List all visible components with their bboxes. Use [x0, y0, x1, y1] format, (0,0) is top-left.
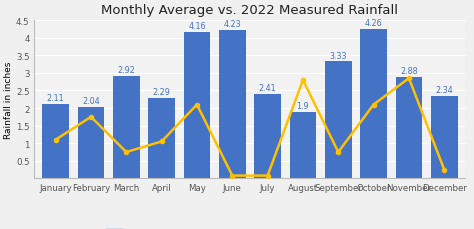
Bar [255, 94, 281, 179]
Bar [78, 107, 104, 179]
Text: 2.29: 2.29 [153, 88, 171, 97]
Title: Monthly Average vs. 2022 Measured Rainfall: Monthly Average vs. 2022 Measured Rainfa… [101, 4, 399, 17]
Bar [396, 78, 422, 179]
Text: 4.16: 4.16 [188, 22, 206, 31]
Text: 4.26: 4.26 [365, 19, 383, 28]
Text: 2.04: 2.04 [82, 96, 100, 105]
Text: 2.11: 2.11 [47, 94, 64, 103]
Bar [290, 112, 316, 179]
Bar [113, 76, 139, 179]
Legend: Monthly Average, Watershed Association Weather Station: Monthly Average, Watershed Association W… [103, 225, 397, 229]
Text: 2.88: 2.88 [400, 67, 418, 76]
Bar [184, 33, 210, 179]
Bar [42, 105, 69, 179]
Text: 2.41: 2.41 [259, 84, 276, 93]
Bar [360, 29, 387, 179]
Text: 2.92: 2.92 [118, 66, 135, 75]
Text: 4.23: 4.23 [223, 20, 241, 29]
Bar [148, 98, 175, 179]
Bar [431, 97, 457, 179]
Text: 2.34: 2.34 [436, 86, 453, 95]
Bar [219, 30, 246, 179]
Text: 1.9: 1.9 [297, 101, 309, 110]
Text: 3.33: 3.33 [329, 51, 347, 60]
Bar [325, 62, 352, 179]
Y-axis label: Rainfall in inches: Rainfall in inches [4, 61, 13, 138]
